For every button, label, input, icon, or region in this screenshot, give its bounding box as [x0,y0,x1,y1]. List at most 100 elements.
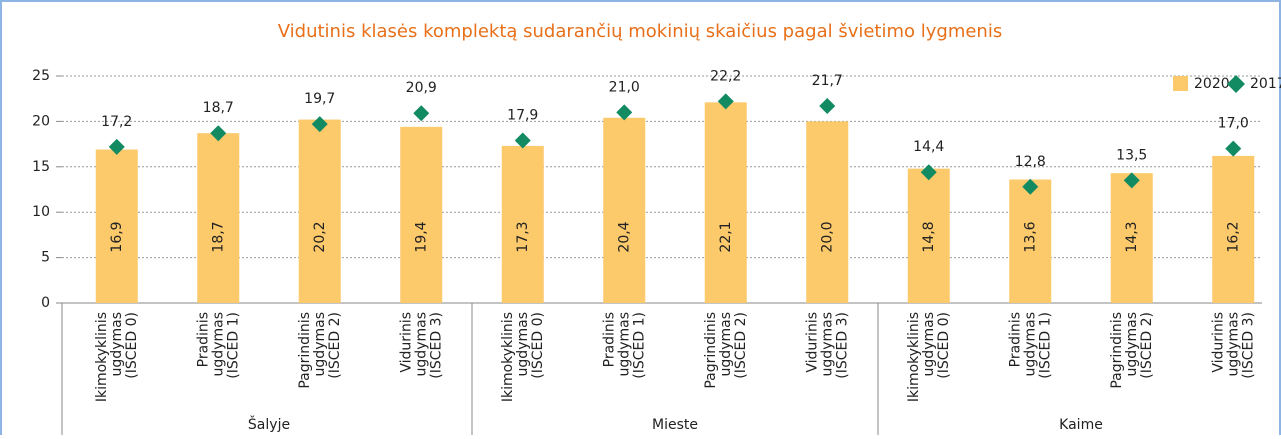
diamond-marker [413,105,430,122]
x-tick-label: (ISCED 1) [225,312,241,379]
legend-label: 2017 [1250,76,1281,92]
legend-label: 2020 [1194,76,1230,92]
diamond-marker [1225,140,1242,157]
x-tick-label: ugdymas [921,312,937,376]
marker-value-label: 21,7 [812,73,843,89]
diamond-marker [1123,172,1140,189]
y-tick-label: 0 [41,295,50,311]
bar-value-label: 13,6 [1022,221,1038,252]
diamond-marker [616,104,633,121]
group-label: Šalyje [248,415,290,433]
x-tick-label: Pradinis [1007,312,1023,367]
x-tick-label: Vidurinis [398,312,414,373]
marker-value-label: 22,2 [710,68,741,84]
x-tick-label: (ISCED 2) [327,312,343,379]
marker-value-label: 18,7 [203,100,234,116]
bar [1212,155,1255,303]
diamond-marker [210,125,227,142]
bar [907,168,950,303]
x-tick-label: Pagrindinis [297,312,313,389]
x-tick-label: ugdymas [718,312,734,376]
x-tick-label: Vidurinis [1210,312,1226,373]
legend-swatch [1173,76,1188,91]
x-tick-label: (ISCED 2) [733,312,749,379]
marker-value-label: 20,9 [406,80,437,96]
x-tick-label: (ISCED 2) [1139,312,1155,379]
legend-swatch [1227,75,1245,93]
bar [298,119,341,303]
x-tick-label: (ISCED 3) [428,312,444,379]
y-tick-label: 5 [41,250,50,266]
diamond-marker [311,116,328,133]
bar [501,145,544,303]
x-tick-label: (ISCED 3) [834,312,850,379]
x-tick-label: ugdymas [1124,312,1140,376]
bar-value-label: 14,3 [1124,221,1140,252]
bar [95,149,138,303]
group-label: Kaime [1059,417,1103,433]
chart-title: Vidutinis klasės komplektą sudarančių mo… [278,21,1002,42]
marker-value-label: 21,0 [609,79,640,95]
diamond-marker [514,132,531,149]
bar-value-label: 20,2 [312,221,328,252]
bar [400,126,443,304]
marker-value-label: 13,5 [1116,147,1147,163]
bar-value-label: 18,7 [210,221,226,252]
y-tick-label: 10 [32,204,50,220]
y-tick-label: 20 [32,113,50,129]
bar-value-label: 22,1 [718,221,734,252]
x-tick-label: Pradinis [195,312,211,367]
x-tick-label: (ISCED 0) [530,312,546,379]
x-tick-label: ugdymas [413,312,429,376]
x-tick-label: Pagrindinis [703,312,719,389]
x-tick-label: (ISCED 3) [1240,312,1256,379]
x-tick-label: ugdymas [1022,312,1038,376]
bar-value-label: 16,2 [1225,221,1241,252]
x-tick-label: ugdymas [515,312,531,376]
x-tick-label: Pagrindinis [1109,312,1125,389]
bar [806,121,849,304]
diamond-marker [920,164,937,181]
bar [1009,179,1052,303]
bar [1110,173,1153,303]
diamond-marker [819,97,836,114]
bar [603,117,646,303]
x-tick-label: ugdymas [312,312,328,376]
x-tick-label: ugdymas [819,312,835,376]
bar [704,102,747,303]
bar-value-label: 19,4 [413,221,429,252]
diamond-marker [108,138,125,155]
x-tick-label: (ISCED 1) [1037,312,1053,379]
marker-value-label: 17,2 [101,114,132,130]
x-tick-label: Ikimokyklinis [94,312,110,402]
bar-value-label: 16,9 [109,221,125,252]
marker-value-label: 17,0 [1218,116,1249,132]
bar [197,133,240,303]
x-tick-label: ugdymas [109,312,125,376]
x-tick-label: (ISCED 0) [936,312,952,379]
x-tick-label: ugdymas [210,312,226,376]
diamond-marker [1022,178,1039,195]
y-tick-label: 25 [32,68,50,84]
group-label: Mieste [652,417,698,433]
x-tick-label: Ikimokyklinis [500,312,516,402]
marker-value-label: 19,7 [304,91,335,107]
x-tick-label: Ikimokyklinis [906,312,922,402]
bar-value-label: 17,3 [515,221,531,252]
x-tick-label: (ISCED 0) [124,312,140,379]
y-tick-label: 15 [32,159,50,175]
bar-value-label: 20,4 [616,221,632,252]
marker-value-label: 14,4 [913,139,944,155]
x-tick-label: Vidurinis [804,312,820,373]
x-tick-label: Pradinis [601,312,617,367]
x-tick-label: ugdymas [1225,312,1241,376]
bar-value-label: 14,8 [921,221,937,252]
x-tick-label: (ISCED 1) [631,312,647,379]
marker-value-label: 17,9 [507,107,538,123]
x-tick-label: ugdymas [616,312,632,376]
diamond-marker [717,93,734,110]
bar-value-label: 20,0 [819,221,835,252]
marker-value-label: 12,8 [1015,154,1046,170]
